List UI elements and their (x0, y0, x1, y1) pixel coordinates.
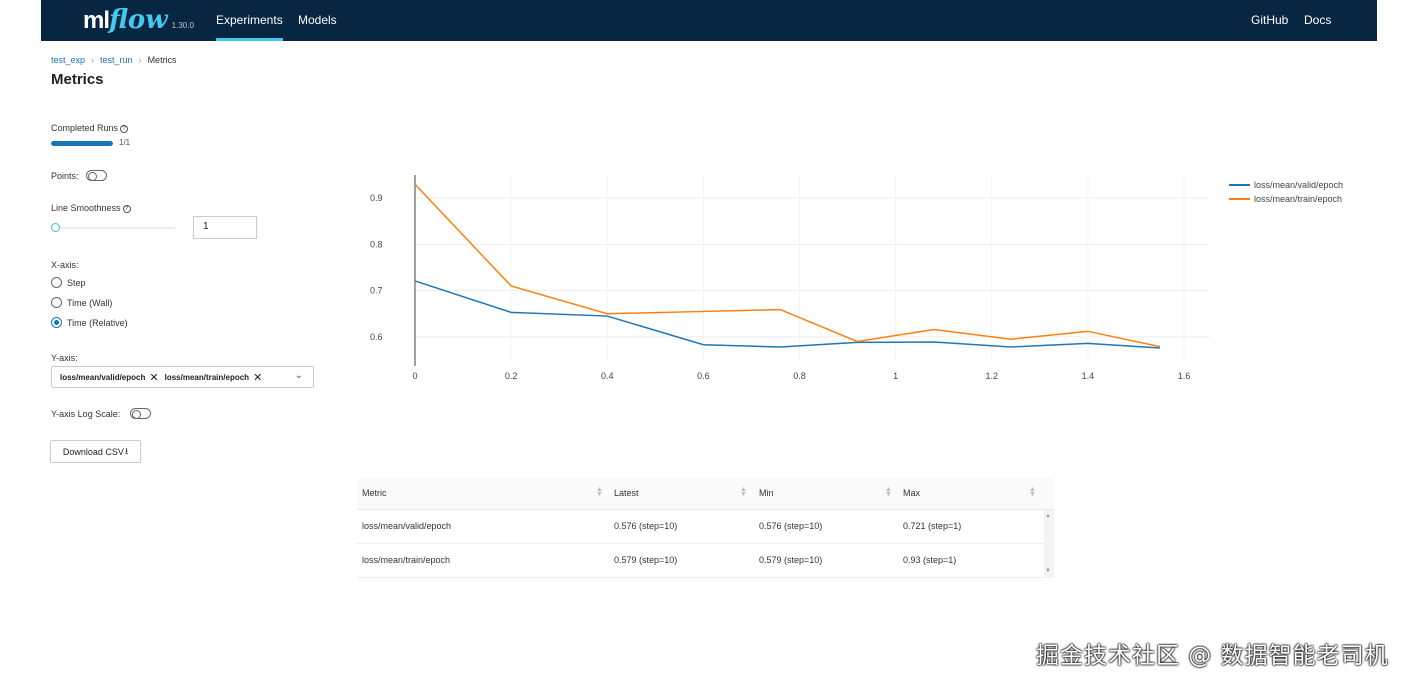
nav-models[interactable]: Models (298, 13, 337, 27)
sort-icon[interactable]: ▲ ▼ (596, 486, 603, 498)
yaxis-tag: loss/mean/valid/epoch ✕ (60, 371, 159, 384)
header-max[interactable]: Max (903, 488, 921, 498)
breadcrumb-run[interactable]: test_run (100, 55, 133, 65)
xaxis-option-step[interactable]: Step (51, 277, 86, 288)
breadcrumb-experiment[interactable]: test_exp (51, 55, 86, 65)
version-label: 1.30.0 (171, 21, 194, 30)
progress-fill (51, 141, 113, 146)
legend-label: loss/mean/train/epoch (1254, 194, 1342, 204)
x-tick-label: 1.2 (985, 371, 998, 381)
cell-min: 0.579 (step=10) (759, 555, 823, 565)
breadcrumb-current: Metrics (147, 55, 177, 65)
table-row: loss/mean/valid/epoch 0.576 (step=10) 0.… (357, 510, 1044, 544)
x-tick-label: 0 (412, 371, 417, 381)
smoothness-input[interactable]: 1 (193, 216, 257, 239)
sort-icon[interactable]: ▲ ▼ (740, 486, 747, 498)
series-line-train (414, 183, 1161, 348)
x-tick-label: 0.6 (697, 371, 710, 381)
close-icon[interactable]: ✕ (149, 371, 159, 384)
radio-step[interactable] (51, 277, 62, 288)
x-tick-label: 1.6 (1178, 371, 1191, 381)
completed-runs-label: Completed Runs? (51, 123, 129, 133)
yaxis-tag-label: loss/mean/valid/epoch (60, 372, 146, 382)
download-csv-button[interactable]: Download CSV ⭳ (50, 440, 141, 463)
nav-experiments[interactable]: Experiments (216, 0, 283, 41)
page-title: Metrics (51, 71, 104, 88)
table-header: Metric ▲ ▼ Latest ▲ ▼ Min ▲ ▼ Max ▲ ▼ (357, 478, 1054, 510)
line-smoothness-text: Line Smoothness (51, 203, 121, 213)
download-icon: ⭳ (124, 445, 129, 456)
table-row: loss/mean/train/epoch 0.579 (step=10) 0.… (357, 544, 1044, 578)
chevron-right-icon: › (91, 55, 95, 65)
radio-label-relative: Time (Relative) (67, 317, 128, 328)
y-tick-label: 0.9 (370, 193, 383, 203)
cell-max: 0.721 (step=1) (903, 521, 962, 531)
series-line-valid (414, 280, 1161, 349)
x-tick-label: 0.4 (601, 371, 614, 381)
completed-runs-count: 1/1 (119, 138, 131, 147)
table-scrollbar[interactable]: ▲ ▼ (1044, 510, 1054, 578)
chevron-down-icon[interactable]: ⌄ (294, 370, 303, 381)
yaxis-select[interactable]: loss/mean/valid/epoch ✕ loss/mean/train/… (51, 366, 314, 388)
cell-metric: loss/mean/valid/epoch (362, 521, 452, 531)
completed-runs-progress (51, 141, 113, 146)
yaxis-tag: loss/mean/train/epoch ✕ (165, 371, 263, 384)
header-metric[interactable]: Metric (362, 488, 387, 498)
help-icon[interactable]: ? (122, 205, 131, 213)
breadcrumb: test_exp › test_run › Metrics (51, 55, 177, 65)
completed-runs-text: Completed Runs (51, 123, 119, 133)
scroll-up-icon[interactable]: ▲ (1045, 513, 1051, 519)
cell-latest: 0.579 (step=10) (614, 555, 678, 565)
header-min[interactable]: Min (759, 488, 774, 498)
smoothness-slider-handle[interactable] (51, 223, 60, 232)
sort-icon[interactable]: ▲ ▼ (1029, 486, 1036, 498)
chevron-right-icon: › (138, 55, 142, 65)
xaxis-option-wall[interactable]: Time (Wall) (51, 297, 112, 308)
points-toggle[interactable] (86, 170, 107, 181)
cell-metric: loss/mean/train/epoch (362, 555, 451, 565)
x-tick-label: 1.4 (1082, 371, 1095, 381)
cell-latest: 0.576 (step=10) (614, 521, 678, 531)
y-tick-label: 0.6 (370, 332, 383, 342)
yaxis-tag-label: loss/mean/train/epoch (164, 372, 250, 382)
help-icon[interactable]: ? (120, 125, 129, 133)
close-icon[interactable]: ✕ (253, 371, 263, 384)
metrics-line-chart[interactable]: 0.9 0.8 0.7 0.6 0 0.2 0.4 0.6 0.8 1 1.2 1.4 1.6 loss/… (340, 160, 1370, 390)
legend-label: loss/mean/valid/epoch (1254, 180, 1343, 190)
cell-max: 0.93 (step=1) (903, 555, 957, 565)
radio-relative[interactable] (51, 317, 62, 328)
logo-flow-text: flow (109, 5, 168, 35)
sort-icon[interactable]: ▲ ▼ (885, 486, 892, 498)
y-tick-label: 0.8 (370, 239, 383, 249)
cell-min: 0.576 (step=10) (759, 521, 823, 531)
x-tick-label: 0.8 (793, 371, 806, 381)
smoothness-slider-track[interactable] (55, 227, 175, 229)
x-tick-label: 0.2 (505, 371, 518, 381)
xaxis-label: X-axis: (51, 260, 79, 270)
yaxis-label: Y-axis: (51, 353, 78, 363)
top-navbar: ml flow 1.30.0 Experiments Models GitHub… (41, 0, 1377, 41)
nav-github[interactable]: GitHub (1251, 13, 1289, 27)
ylog-label: Y-axis Log Scale: (51, 409, 121, 419)
radio-label-wall: Time (Wall) (67, 297, 113, 308)
mlflow-logo[interactable]: ml flow 1.30.0 (83, 2, 194, 38)
ylog-toggle[interactable] (130, 408, 151, 419)
radio-label-step: Step (67, 277, 86, 288)
nav-docs[interactable]: Docs (1304, 13, 1332, 27)
x-tick-label: 1 (893, 371, 898, 381)
y-tick-label: 0.7 (370, 286, 383, 296)
logo-ml-text: ml (83, 7, 110, 34)
download-csv-label: Download CSV (62, 446, 124, 457)
metrics-table: Metric ▲ ▼ Latest ▲ ▼ Min ▲ ▼ Max ▲ ▼ loss/m… (357, 478, 1054, 578)
points-label: Points: (51, 171, 79, 181)
scroll-down-icon[interactable]: ▼ (1045, 568, 1051, 574)
xaxis-option-relative[interactable]: Time (Relative) (51, 317, 128, 328)
line-smoothness-label: Line Smoothness? (51, 203, 131, 213)
watermark: 掘金技术社区 @ 数据智能老司机 (1036, 643, 1389, 669)
header-latest[interactable]: Latest (614, 488, 639, 498)
radio-wall[interactable] (51, 297, 62, 308)
